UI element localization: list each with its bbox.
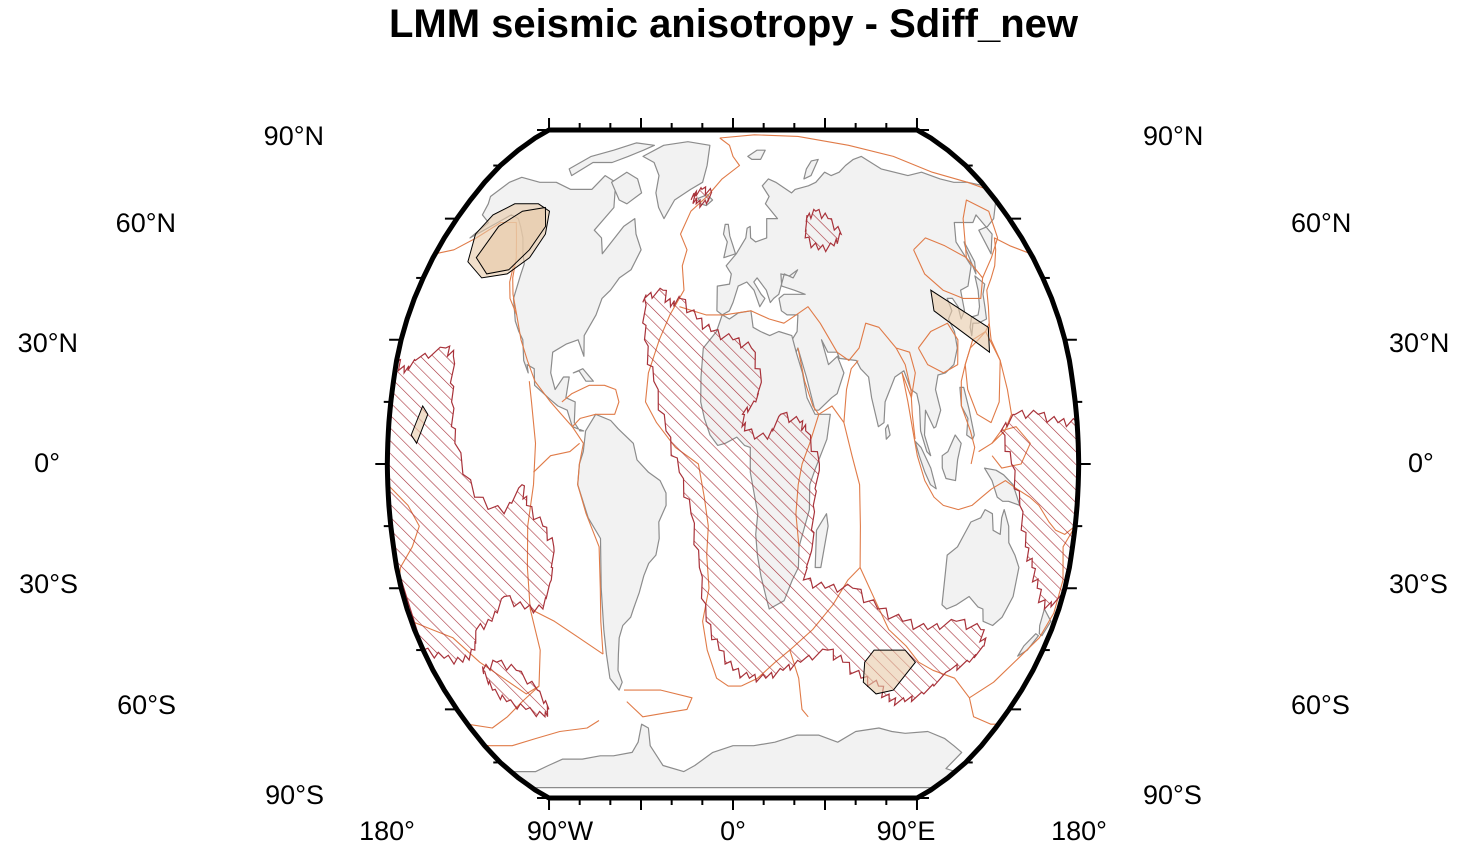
land-canadian-arctic xyxy=(568,142,655,177)
llsvp-pacific-llsvp xyxy=(387,345,555,666)
plate-boundary-okhotsk-plate xyxy=(962,199,999,279)
lon-label-180w: 180° xyxy=(359,816,415,844)
lat-label-left-90n: 90°N xyxy=(264,121,324,151)
plate-boundary-scotia-arc xyxy=(624,689,693,718)
land-eurasia xyxy=(716,155,997,457)
land-britain xyxy=(722,223,737,259)
lat-label-left-30n: 30°N xyxy=(18,328,78,358)
anisotropy-siberia-region xyxy=(930,289,991,354)
plate-boundary-antarctic-west-margin xyxy=(484,720,600,747)
lon-label-90w: 90°W xyxy=(527,816,594,844)
lon-label-180e: 180° xyxy=(1051,816,1107,844)
lon-label-0: 0° xyxy=(720,816,746,844)
llsvp-pacific-llsvp-east xyxy=(1000,409,1079,611)
land-layer xyxy=(469,141,1052,789)
lat-label-left-60s: 60°S xyxy=(117,690,176,720)
land-greenland xyxy=(642,141,711,220)
plate-boundary-arctic-ridge xyxy=(719,134,988,190)
llsvp-perm-anomaly xyxy=(804,208,843,253)
plate-boundary-chile-rise xyxy=(529,608,604,655)
lat-label-left-30s: 30°S xyxy=(19,569,78,599)
land-sri-lanka xyxy=(884,424,891,440)
anisotropy-alaska-region-inner xyxy=(475,206,547,275)
land-indonesia-sumatra xyxy=(914,440,937,490)
lat-label-right-90n: 90°N xyxy=(1143,121,1203,151)
plate-boundary-amur-plate xyxy=(913,237,984,299)
plate-boundary-caribbean xyxy=(561,384,620,428)
plate-boundary-sumatra-burma xyxy=(895,347,916,440)
land-svalbard xyxy=(747,149,766,160)
land-new-guinea xyxy=(983,467,1021,506)
frame-ticks xyxy=(375,118,1091,810)
plate-boundary-aleutian-kamchatka xyxy=(978,237,1031,453)
lon-label-90e: 90°E xyxy=(877,816,936,844)
lat-label-left-0: 0° xyxy=(34,448,60,478)
lat-label-right-90s: 90°S xyxy=(1143,780,1202,810)
land-south-america xyxy=(577,413,667,691)
lat-label-left-60n: 60°N xyxy=(116,208,176,238)
land-borneo xyxy=(941,434,962,482)
llsvp-iceland-patch xyxy=(690,185,713,210)
lat-label-right-30n: 30°N xyxy=(1389,328,1449,358)
land-new-zealand-south xyxy=(1017,633,1039,657)
land-novaya-zemlya xyxy=(803,158,819,180)
anisotropy-hawaii-region xyxy=(410,404,429,445)
lat-label-right-60n: 60°N xyxy=(1291,208,1351,238)
anisotropy-regions-layer xyxy=(410,203,991,695)
plate-boundary-sunda-trench xyxy=(901,372,993,511)
anisotropy-southern-ocean-region xyxy=(862,649,917,695)
lat-label-right-30s: 30°S xyxy=(1389,569,1448,599)
land-cuba xyxy=(572,368,594,382)
llsvp-hatched-layer xyxy=(387,185,1079,719)
plate-boundary-cocos-nazca xyxy=(533,442,580,473)
lat-label-right-60s: 60°S xyxy=(1291,690,1350,720)
plate-boundaries-layer xyxy=(387,134,1076,747)
land-antarctica xyxy=(510,723,963,789)
lat-label-left-90s: 90°S xyxy=(265,780,324,810)
land-madagascar xyxy=(814,513,829,569)
land-baffin-island xyxy=(611,171,643,205)
plate-boundary-juan-de-fuca xyxy=(509,265,518,316)
map-title: LMM seismic anisotropy - Sdiff_new xyxy=(388,2,1078,46)
plate-boundary-mid-atlantic-ridge xyxy=(644,137,742,687)
land-australia xyxy=(941,509,1020,627)
plate-boundary-south-american-trench xyxy=(516,314,604,655)
plate-boundary-yangtze-plate xyxy=(917,322,959,374)
llsvp-pacific-llsvp-sw xyxy=(482,659,550,719)
plate-boundary-arabian-india xyxy=(843,360,859,423)
lat-label-right-0: 0° xyxy=(1408,448,1434,478)
plate-boundary-central-indian-ridge xyxy=(818,405,861,568)
llsvp-african-llsvp xyxy=(642,287,987,707)
plate-boundary-alpine-himalaya xyxy=(679,306,916,399)
